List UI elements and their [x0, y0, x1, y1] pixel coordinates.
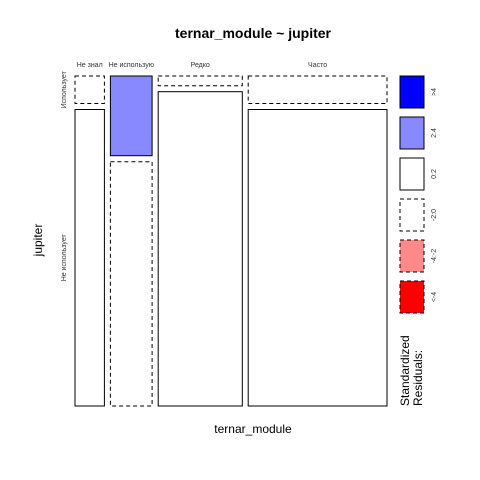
legend-label-3: 0:2: [431, 169, 438, 179]
cell-не-использую-использует: [110, 76, 152, 156]
x-axis-label: ternar_module: [214, 422, 292, 436]
legend-label-6: <-4: [431, 292, 438, 302]
legend-swatch-5: [400, 240, 424, 272]
legend-label-4: -2:0: [431, 209, 438, 221]
legend-swatch-1: [400, 76, 424, 108]
y-tick-не-использует: Не использует: [61, 234, 68, 282]
x-tick-редко: Редко: [191, 62, 210, 69]
x-tick-часто: Часто: [308, 62, 327, 69]
x-tick-не-знал: Не знал: [77, 62, 103, 69]
x-tick-labels: Не знал Не использую Редко Часто: [77, 62, 328, 69]
cell-часто-не-использует: [248, 110, 387, 407]
cell-не-знал-использует: [75, 76, 104, 104]
legend: >4 2:4 0:2 -2:0 -4:-2 <-4 Standardized Residual…: [398, 76, 438, 406]
y-tick-labels: Использует Не использует: [61, 70, 68, 281]
legend-swatch-3: [400, 158, 424, 190]
x-tick-не-использую: Не использую: [109, 62, 154, 69]
chart-title: ternar_module ~ jupiter: [175, 25, 332, 41]
cell-редко-использует: [158, 76, 242, 86]
legend-title-line-2: Residuals:: [411, 350, 425, 406]
legend-swatch-2: [400, 117, 424, 149]
legend-label-2: 2:4: [431, 128, 438, 138]
cell-редко-не-использует: [158, 92, 242, 406]
mosaic-cells: [75, 76, 387, 406]
cell-часто-использует: [248, 76, 387, 104]
cell-не-знал-не-использует: [75, 110, 104, 407]
legend-title-line-1: Standardized: [398, 335, 412, 406]
y-axis-label: jupiter: [31, 224, 45, 258]
legend-label-5: -4:-2: [431, 249, 438, 264]
y-tick-использует: Использует: [61, 70, 68, 108]
cell-не-использую-не-использует: [110, 162, 152, 406]
legend-swatch-6: [400, 281, 424, 313]
legend-swatch-4: [400, 199, 424, 231]
legend-label-1: >4: [431, 88, 438, 96]
